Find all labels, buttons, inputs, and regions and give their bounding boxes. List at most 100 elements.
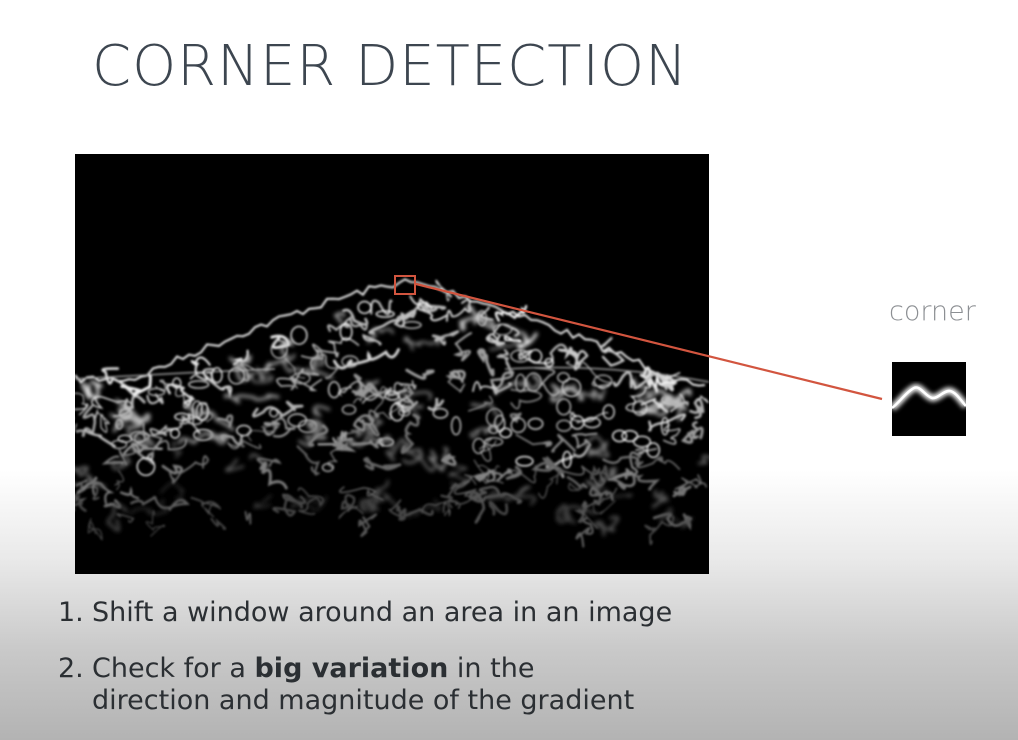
edge-stroke [592,515,620,536]
edge-loop [211,367,223,384]
edge-loop [646,442,661,458]
edge-stroke [366,490,397,507]
edge-stroke [75,494,87,512]
edge-loop [269,408,279,418]
edge-stroke [290,495,328,511]
edge-stroke [403,336,441,351]
edge-stroke [396,505,434,521]
edge-magnitude-image [75,154,709,574]
edge-stroke [353,414,375,432]
edge-stroke [593,388,606,401]
edge-stroke [367,327,394,344]
edge-stroke [172,441,182,459]
edge-stroke [421,502,451,517]
edge-stroke [353,373,388,400]
edge-loop [510,417,526,434]
edge-stroke [485,333,506,347]
edge-stroke [146,393,164,405]
edge-loop [602,404,615,420]
edge-stroke [276,377,323,392]
edge-stroke [337,380,380,404]
edge-stroke [75,392,85,405]
edge-stroke [575,516,594,548]
edge-stroke [459,316,478,331]
edge-stroke [488,500,509,516]
edge-stroke [340,493,359,510]
edge-loop [527,417,544,430]
edge-stroke [247,423,280,442]
edge-stroke [448,464,470,489]
edge-stroke [431,330,460,346]
edge-stroke [75,479,89,492]
edge-stroke [581,496,601,515]
edge-stroke [76,476,98,494]
edge-stroke [442,500,461,514]
edge-stroke [697,455,709,465]
corner-patch-graphic [892,384,966,411]
edge-loop [147,387,166,397]
edge-stroke [478,437,497,462]
edge-stroke [129,499,169,515]
edge-stroke [161,464,184,475]
edge-stroke [142,423,188,451]
edge-stroke [651,489,671,509]
edge-stroke [128,438,152,451]
edge-stroke [229,355,254,382]
edge-stroke [689,397,705,420]
edge-stroke [470,402,498,417]
edge-loop [174,412,190,421]
edge-stroke [145,510,165,537]
edge-loop [327,381,341,399]
edge-stroke [592,500,616,515]
edge-stroke [486,490,537,506]
edge-stroke [296,445,321,476]
edge-stroke [239,362,255,382]
edge-loop [499,427,512,439]
edge-stroke [672,485,692,498]
edge-stroke [244,510,252,525]
edge-loop [621,430,639,443]
edge-stroke [166,383,196,407]
edge-stroke [648,413,686,432]
edge-stroke [332,348,400,370]
edge-stroke [210,517,227,530]
edge-stroke [568,410,609,424]
edge-stroke [282,493,307,504]
edge-loop [270,339,288,359]
edge-stroke [114,470,125,491]
edge-stroke [353,388,365,404]
edge-loop [375,310,395,318]
edge-stroke [217,414,234,428]
edge-stroke [106,502,128,532]
edge-stroke [282,353,315,375]
edge-stroke [224,393,280,404]
edge-stroke [342,308,369,326]
edge-stroke [363,456,402,471]
edge-stroke [130,495,190,511]
edge-stroke [178,431,229,445]
edge-stroke [206,377,233,399]
edge-stroke [356,416,383,438]
edge-stroke [510,388,543,410]
edge-stroke [607,475,636,490]
edge-stroke [468,395,494,412]
edge-loop [341,355,359,368]
edge-stroke [584,435,610,458]
edge-loop [172,377,182,389]
edge-stroke [567,482,582,492]
corner-patch-image [892,362,966,436]
edge-loop [432,407,449,419]
edge-stroke [120,374,152,396]
edge-stroke [253,494,272,509]
edge-stroke [564,346,589,371]
edge-stroke [531,456,564,474]
edge-stroke [634,453,681,470]
edge-stroke [370,299,393,316]
edge-loop [472,437,486,455]
edge-stroke [358,513,378,537]
edge-stroke [201,502,220,518]
edge-loop [401,320,422,329]
edge-loop [188,380,210,389]
edge-stroke [537,468,565,499]
edge-stroke [445,298,471,322]
